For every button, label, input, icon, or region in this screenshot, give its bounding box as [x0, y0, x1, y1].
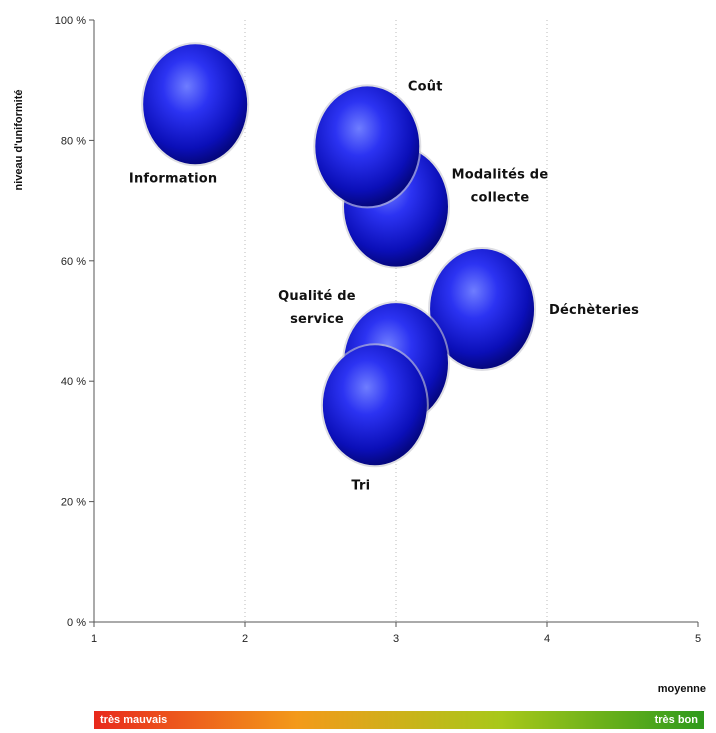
- y-tick-label: 40 %: [61, 376, 86, 388]
- x-tick-label: 4: [544, 633, 550, 645]
- x-tick-label: 5: [695, 633, 701, 645]
- x-tick-label: 1: [91, 633, 97, 645]
- bubble-label: Modalités de collecte: [452, 168, 549, 206]
- y-tick-label: 100 %: [55, 15, 86, 27]
- scale-left-label: très mauvais: [100, 714, 167, 726]
- y-tick-label: 60 %: [61, 256, 86, 268]
- bubble-tri: [323, 345, 427, 465]
- bubble-label: Qualité de service: [278, 289, 356, 327]
- rating-scale-bar: très mauvais très bon: [94, 711, 704, 729]
- x-tick-label: 2: [242, 633, 248, 645]
- bubble-label: Information: [129, 171, 217, 186]
- y-tick-label: 80 %: [61, 135, 86, 147]
- y-tick-label: 20 %: [61, 497, 86, 509]
- bubble-label: Coût: [408, 79, 443, 94]
- bubble-label: Déchèteries: [549, 303, 639, 318]
- x-axis-title: moyenne: [658, 683, 706, 695]
- bubble-label: Tri: [351, 478, 370, 493]
- y-axis-title: niveau d'uniformité: [13, 89, 25, 190]
- x-tick-label: 3: [393, 633, 399, 645]
- bubbles: [141, 42, 536, 467]
- bubble-information: [143, 44, 247, 164]
- bubble-co-t: [315, 86, 419, 206]
- y-tick-label: 0 %: [67, 617, 86, 629]
- scale-right-label: très bon: [655, 714, 698, 726]
